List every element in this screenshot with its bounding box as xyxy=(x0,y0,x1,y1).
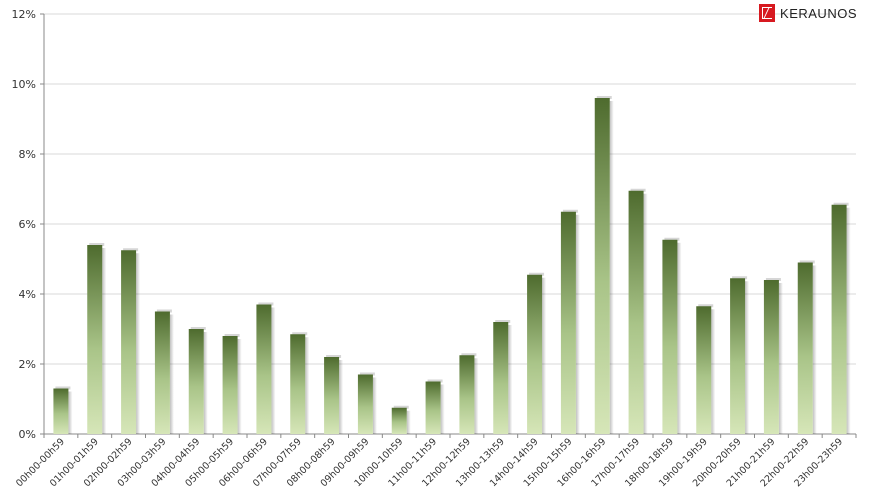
bar-top-shadow xyxy=(833,202,849,206)
bar xyxy=(696,306,712,434)
bar-top-shadow xyxy=(393,405,409,409)
bar-shadow xyxy=(846,207,851,434)
bar xyxy=(831,204,847,434)
bar-top-shadow xyxy=(562,209,578,213)
bar-top-shadow xyxy=(495,320,511,323)
bar-top-shadow xyxy=(596,96,612,99)
bar-shadow xyxy=(778,283,783,434)
bar-top-shadow xyxy=(799,260,815,264)
bar-top-shadow xyxy=(359,372,375,376)
bar-top-shadow xyxy=(89,243,105,246)
x-tick-labels: 00h00-00h5901h00-01h5902h00-02h5903h00-0… xyxy=(14,436,845,489)
bar-shadow xyxy=(677,242,682,434)
bar xyxy=(222,336,238,434)
axes xyxy=(40,13,857,438)
bar xyxy=(560,211,576,434)
bar xyxy=(121,250,137,434)
bar-shadow xyxy=(136,253,141,434)
bar xyxy=(154,311,170,434)
bar xyxy=(357,374,373,434)
bar-shadow xyxy=(102,248,107,434)
gridlines xyxy=(44,13,856,365)
y-tick-label: 6% xyxy=(19,218,36,231)
bar-shadow xyxy=(508,325,513,434)
bar-top-shadow xyxy=(427,379,443,383)
bar-shadow xyxy=(406,410,411,434)
bar-shadow xyxy=(305,337,310,434)
bar-shadow xyxy=(339,360,344,434)
bar xyxy=(628,190,644,434)
bar-shadow xyxy=(474,358,479,434)
bar-top-shadow xyxy=(630,188,646,192)
bar-top-shadow xyxy=(529,272,545,276)
bar-shadow xyxy=(609,101,614,434)
bar-top-shadow xyxy=(326,355,342,358)
bar xyxy=(324,357,340,434)
bar-top-shadow xyxy=(55,386,71,390)
keraunos-logo-icon xyxy=(759,4,776,22)
bar-top-shadow xyxy=(664,237,680,241)
bar xyxy=(662,239,678,434)
bar-shadow xyxy=(372,377,377,434)
bar-top-shadow xyxy=(732,276,748,280)
bar xyxy=(391,407,407,434)
bar xyxy=(425,381,441,434)
bar xyxy=(256,304,272,434)
bar-top-shadow xyxy=(765,278,781,281)
y-tick-label: 8% xyxy=(19,148,36,161)
bar-top-shadow xyxy=(156,309,172,313)
bar xyxy=(87,245,103,434)
bar xyxy=(594,98,610,434)
bars xyxy=(53,96,851,434)
bar xyxy=(188,329,204,434)
brand-logo: KERAUNOS xyxy=(759,4,857,22)
y-tick-label: 0% xyxy=(19,428,36,441)
bar-shadow xyxy=(271,307,276,434)
y-tick-label: 2% xyxy=(19,358,36,371)
bar-shadow xyxy=(745,281,750,434)
bar-shadow xyxy=(440,384,445,434)
y-tick-label: 12% xyxy=(12,8,36,21)
bar xyxy=(797,262,813,434)
bar-shadow xyxy=(237,339,242,434)
bar-top-shadow xyxy=(292,332,308,336)
bar-shadow xyxy=(711,309,716,434)
bar-top-shadow xyxy=(258,302,274,306)
y-tick-label: 10% xyxy=(12,78,36,91)
bar-shadow xyxy=(542,277,547,434)
bar xyxy=(730,278,746,434)
bar-top-shadow xyxy=(123,248,139,252)
bar-shadow xyxy=(203,332,208,434)
bar xyxy=(290,334,306,434)
y-tick-labels: 0% 2% 4% 6% 8% 10% 12% xyxy=(12,8,36,441)
y-tick-label: 4% xyxy=(19,288,36,301)
bar xyxy=(493,322,509,434)
bar-shadow xyxy=(643,193,648,434)
bar-top-shadow xyxy=(190,327,206,330)
bar xyxy=(459,355,475,434)
bar xyxy=(53,388,69,434)
bar xyxy=(763,280,779,434)
bar-shadow xyxy=(68,391,73,434)
bar-top-shadow xyxy=(698,304,714,308)
bar xyxy=(527,274,543,434)
bar-top-shadow xyxy=(461,353,477,357)
brand-name: KERAUNOS xyxy=(780,5,857,21)
bar-shadow xyxy=(575,214,580,434)
bar-top-shadow xyxy=(224,334,240,337)
bar-shadow xyxy=(812,265,817,434)
bar-shadow xyxy=(169,314,174,434)
